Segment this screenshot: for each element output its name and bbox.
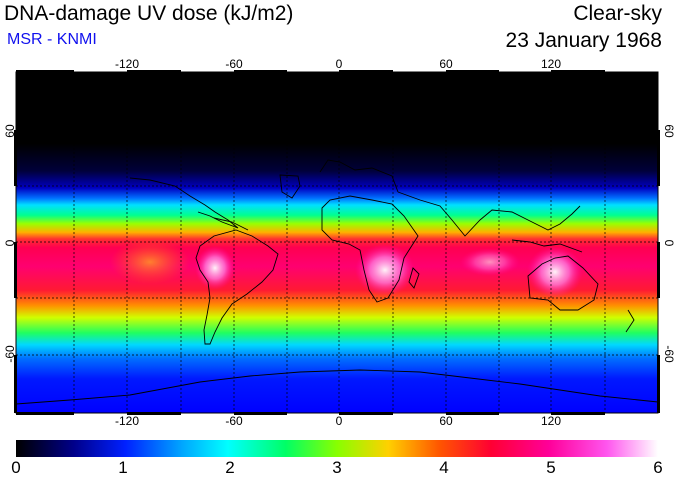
uv-field — [16, 72, 658, 413]
graticule — [16, 72, 658, 413]
sky-condition-label: Clear-sky — [573, 2, 662, 25]
colorbar — [16, 440, 658, 457]
bottom-lon-label: 60 — [439, 414, 453, 428]
colorbar-label: 6 — [653, 458, 663, 477]
uv-warm-patch — [110, 240, 190, 284]
uv-hotspot-south-america — [195, 246, 235, 290]
colorbar-label: 5 — [546, 458, 556, 477]
colorbar-label: 2 — [225, 458, 235, 477]
uv-hotspot-southern-africa — [355, 244, 415, 296]
top-lon-label: -120 — [114, 57, 140, 71]
top-lon-label: 0 — [335, 57, 343, 71]
bottom-lon-label: -120 — [114, 414, 140, 428]
uv-hotspot-indian-ocean — [460, 248, 520, 276]
source-label: MSR - KNMI — [7, 31, 97, 48]
bottom-lon-label: 120 — [540, 414, 562, 428]
colorbar-label: 4 — [439, 458, 449, 477]
colorbar-label: 0 — [11, 458, 21, 477]
coast-europe — [319, 159, 399, 193]
bottom-lon-label: 0 — [335, 414, 343, 428]
coast-africa — [321, 195, 419, 303]
coast-madagascar — [408, 267, 420, 289]
coast-indonesia — [511, 239, 583, 253]
coast-antarctica — [16, 369, 658, 405]
map-title: DNA-damage UV dose (kJ/m2) — [4, 2, 294, 25]
coast-north-america — [129, 177, 239, 229]
coast-new-zealand — [625, 309, 635, 333]
coast-greenland — [279, 174, 301, 199]
coast-caribbean — [213, 217, 249, 231]
border-scale — [14, 70, 660, 415]
coastlines — [16, 159, 658, 405]
colorbar-label: 1 — [118, 458, 128, 477]
top-lon-label: -60 — [225, 57, 243, 71]
coast-asia — [397, 191, 581, 237]
bottom-lon-label: -60 — [225, 414, 243, 428]
coast-australia — [527, 255, 599, 311]
colorbar-label: 3 — [332, 458, 342, 477]
date-label: 23 January 1968 — [505, 29, 662, 52]
top-lon-label: 120 — [540, 57, 562, 71]
top-lon-label: 60 — [439, 57, 453, 71]
uv-hotspot-australia — [527, 246, 583, 298]
coast-south-america — [195, 229, 279, 345]
